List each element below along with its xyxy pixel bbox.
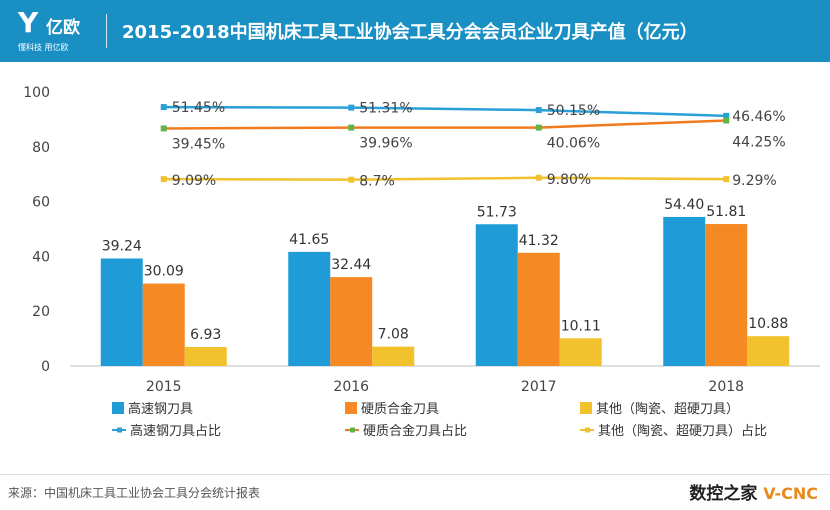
bar-value-label: 32.44 [331, 257, 371, 273]
logo-y-icon: Y [18, 6, 39, 39]
legend-label: 高速钢刀具 [128, 401, 193, 417]
x-tick-label: 2016 [333, 379, 369, 395]
y-tick-label: 0 [41, 359, 50, 375]
legend-label: 其他（陶瓷、超硬刀具）占比 [598, 423, 767, 439]
legend-label: 高速钢刀具占比 [130, 423, 221, 439]
logo-slogan: 懂科技 用亿欧 [18, 43, 69, 52]
footer-divider [0, 474, 830, 475]
bar-series-2 [142, 283, 185, 366]
legend-swatch-bar [580, 402, 592, 414]
bar-value-label: 10.11 [561, 318, 601, 334]
line-marker [723, 176, 730, 183]
legend-swatch-bar [345, 402, 357, 414]
bar-value-label: 51.81 [706, 204, 746, 220]
bar-series-1 [100, 258, 143, 366]
header-divider [106, 14, 107, 48]
x-tick-label: 2017 [521, 379, 557, 395]
bar-series-3 [372, 346, 415, 366]
line-marker [348, 104, 355, 111]
line-marker [160, 125, 167, 132]
bar-series-3 [184, 347, 227, 366]
x-tick-label: 2018 [708, 379, 744, 395]
line-series-3 [163, 176, 727, 181]
line-series-1 [163, 105, 727, 118]
bar-series-1 [288, 251, 331, 366]
bar-series-3 [559, 338, 602, 366]
legend-label: 其他（陶瓷、超硬刀具） [596, 401, 739, 417]
logo-name: 亿欧 [46, 18, 80, 38]
bar-series-2 [705, 224, 748, 366]
legend-swatch-marker [117, 427, 122, 433]
line-value-label: 40.06% [547, 136, 600, 152]
bar-series-1 [475, 224, 518, 366]
line-value-label: 50.15% [547, 103, 600, 119]
line-marker [535, 107, 542, 114]
bar-series-2 [517, 252, 560, 366]
y-tick-label: 60 [32, 195, 50, 211]
bar-value-label: 41.65 [289, 232, 329, 248]
line-value-label: 8.7% [359, 174, 395, 190]
y-tick-label: 80 [32, 140, 50, 156]
legend-swatch-marker [350, 427, 355, 433]
line-value-label: 9.80% [547, 172, 591, 188]
line-value-label: 9.09% [172, 173, 216, 189]
line-value-label: 39.45% [172, 136, 225, 152]
line-marker [535, 174, 542, 181]
line-marker [348, 124, 355, 131]
line-value-label: 46.46% [732, 109, 785, 125]
bar-value-label: 30.09 [144, 264, 184, 280]
y-tick-label: 100 [23, 85, 50, 101]
source-note: 来源：中国机床工具工业协会工具分会统计报表 [8, 486, 261, 500]
x-tick-label: 2015 [146, 379, 182, 395]
legend-swatch-bar [112, 402, 124, 414]
bar-value-label: 39.24 [102, 238, 142, 254]
line-value-label: 51.45% [172, 100, 225, 116]
chart-title: 2015-2018中国机床工具工业协会工具分会会员企业刀具产值（亿元） [122, 22, 698, 43]
line-marker [160, 176, 167, 183]
watermark: 数控之家 V-CNC [689, 479, 818, 504]
header-bar: Y 亿欧 懂科技 用亿欧 2015-2018中国机床工具工业协会工具分会会员企业… [0, 0, 830, 62]
line-value-label: 9.29% [732, 173, 776, 189]
line-marker [723, 112, 730, 119]
line-marker [160, 104, 167, 111]
bar-value-label: 7.08 [378, 327, 409, 343]
bar-series-3 [747, 336, 790, 366]
line-value-label: 39.96% [359, 136, 412, 152]
legend-label: 硬质合金刀具 [361, 401, 439, 417]
bar-series-1 [663, 216, 706, 366]
chart-area: 0 20 40 60 80 100 2015 2016 2017 2018 39.24 41.65 51… [23, 85, 820, 439]
line-series-2 [163, 119, 727, 130]
watermark-sub: V-CNC [763, 484, 818, 503]
y-tick-label: 40 [32, 249, 50, 265]
bar-series-2 [330, 277, 373, 366]
line-value-label: 44.25% [732, 134, 785, 150]
y-tick-label: 20 [32, 304, 50, 320]
line-marker [723, 117, 730, 124]
line-marker [535, 124, 542, 131]
bar-value-label: 10.88 [748, 316, 788, 332]
line-value-label: 51.31% [359, 101, 412, 117]
watermark-main: 数控之家 [689, 484, 758, 504]
brand-logo: Y 亿欧 懂科技 用亿欧 [18, 6, 108, 56]
legend-swatch-marker [585, 427, 590, 433]
bar-value-label: 41.32 [519, 233, 559, 249]
line-marker [348, 176, 355, 183]
bar-value-label: 54.40 [664, 197, 704, 213]
legend-label: 硬质合金刀具占比 [363, 423, 467, 439]
bar-value-label: 6.93 [190, 327, 221, 343]
bar-value-label: 51.73 [477, 204, 517, 220]
